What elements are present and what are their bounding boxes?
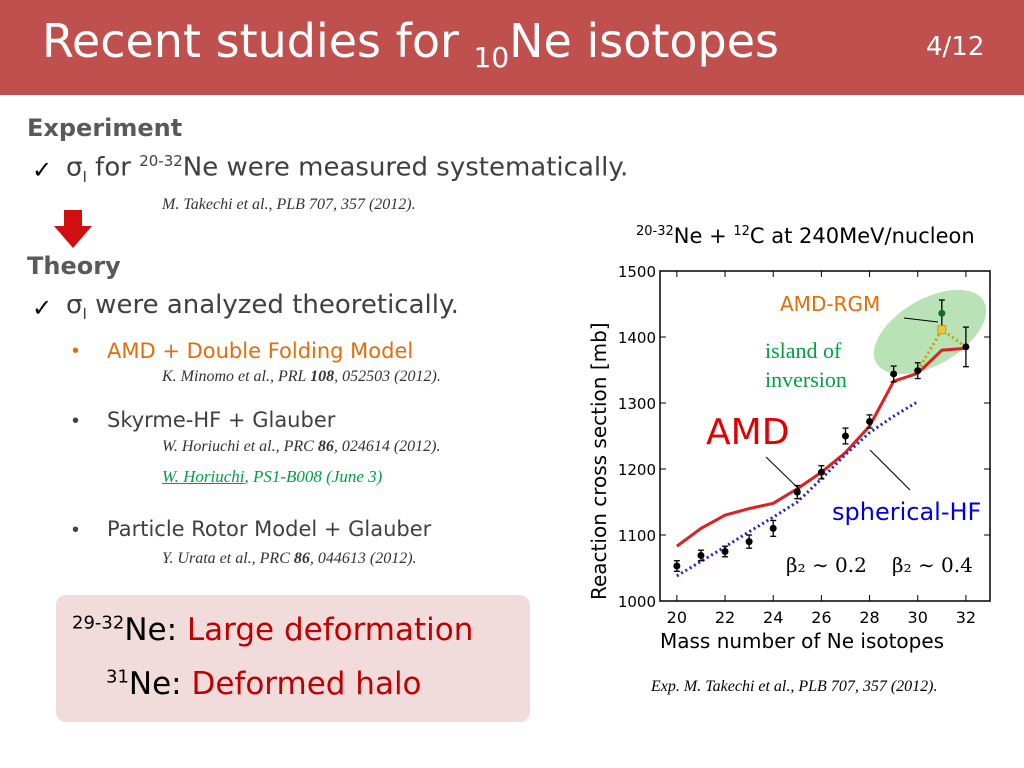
data-point bbox=[841, 432, 849, 440]
chart-title: 20-32Ne + 12C at 240MeV/nucleon bbox=[636, 224, 975, 248]
x-tick-label: 32 bbox=[956, 608, 976, 627]
amd-rgm-series-line bbox=[916, 327, 967, 372]
data-point bbox=[673, 562, 681, 570]
slide-title: Recent studies for 10Ne isotopes bbox=[42, 14, 780, 75]
x-axis-label: Mass number of Ne isotopes bbox=[660, 629, 944, 653]
poster-author-link[interactable]: W. Horiuchi bbox=[162, 467, 245, 486]
amd-pointer bbox=[765, 456, 801, 491]
data-point bbox=[914, 367, 922, 375]
spherical-hf-series-line bbox=[676, 400, 919, 578]
amd-rgm-marker bbox=[937, 325, 947, 335]
annotation-spherical-hf: spherical-HF bbox=[832, 498, 981, 526]
y-tick-label: 1200 bbox=[618, 461, 656, 479]
theory-ref-rotor: Y. Urata et al., PRC 86, 044613 (2012). bbox=[162, 550, 417, 567]
poster-reference: W. Horiuchi, PS1-B008 (June 3) bbox=[162, 467, 383, 486]
theory-item-rotor: Particle Rotor Model + Glauber bbox=[107, 517, 432, 541]
bullet-icon: • bbox=[72, 410, 80, 432]
data-point bbox=[721, 548, 729, 555]
data-point bbox=[769, 524, 777, 532]
chart-caption: Exp. M. Takechi et al., PLB 707, 357 (20… bbox=[651, 678, 938, 695]
annotation-beta-0-2: β₂ ∼ 0.2 bbox=[786, 553, 867, 577]
experiment-reference: M. Takechi et al., PLB 707, 357 (2012). bbox=[162, 196, 416, 213]
data-point bbox=[866, 417, 874, 425]
summary-box bbox=[56, 595, 530, 722]
theory-ref-skyrme: W. Horiuchi et al., PRC 86, 024614 (2012… bbox=[162, 438, 441, 455]
data-point bbox=[962, 343, 970, 351]
x-tick-label: 26 bbox=[811, 608, 831, 627]
theory-item-skyrme: Skyrme-HF + Glauber bbox=[107, 408, 336, 432]
summary-line-2: 31Ne: Deformed halo bbox=[106, 666, 422, 702]
y-tick-label: 1500 bbox=[618, 263, 656, 281]
x-tick-label: 22 bbox=[715, 608, 735, 627]
theory-item-amd: AMD + Double Folding Model bbox=[107, 339, 414, 363]
annotation-island-2: inversion bbox=[765, 367, 847, 392]
data-point bbox=[793, 488, 801, 496]
bullet-icon: • bbox=[72, 519, 80, 541]
x-tick-label: 30 bbox=[908, 608, 928, 627]
data-point bbox=[817, 468, 825, 476]
data-point bbox=[745, 538, 753, 546]
theory-heading: Theory bbox=[27, 252, 121, 280]
y-tick-label: 1300 bbox=[618, 395, 656, 413]
theory-statement: σI were analyzed theoretically. bbox=[66, 290, 459, 324]
check-icon: ✓ bbox=[32, 156, 53, 184]
bullet-icon: • bbox=[72, 340, 80, 362]
y-tick-label: 1400 bbox=[618, 329, 656, 347]
theory-ref-amd: K. Minomo et al., PRL 108, 052503 (2012)… bbox=[162, 368, 441, 385]
data-point bbox=[890, 370, 898, 378]
island-of-inversion-highlight bbox=[873, 289, 987, 375]
x-tick-label: 24 bbox=[763, 608, 783, 627]
experiment-statement: σI for 20-32Ne were measured systematica… bbox=[66, 152, 629, 186]
x-tick-label: 20 bbox=[667, 608, 687, 627]
data-point bbox=[938, 309, 946, 317]
annotation-island-1: island of bbox=[765, 338, 842, 363]
annotation-beta-0-4: β₂ ∼ 0.4 bbox=[892, 553, 973, 577]
summary-line-1: 29-32Ne: Large deformation bbox=[72, 612, 474, 648]
plot-frame bbox=[659, 270, 991, 602]
annotation-amd-rgm: AMD-RGM bbox=[780, 292, 880, 316]
y-tick-label: 1000 bbox=[618, 593, 656, 611]
data-point bbox=[697, 551, 705, 559]
page-number: 4/12 bbox=[926, 32, 985, 62]
sphf-pointer bbox=[869, 449, 911, 491]
check-icon: ✓ bbox=[32, 294, 53, 322]
amd-rgm-pointer bbox=[903, 317, 939, 323]
experiment-heading: Experiment bbox=[27, 114, 183, 142]
y-axis-label: Reaction cross section [mb] bbox=[587, 322, 611, 600]
title-bar bbox=[0, 0, 1024, 95]
down-arrow-icon bbox=[54, 210, 92, 248]
annotation-amd: AMD bbox=[706, 412, 789, 453]
x-tick-label: 28 bbox=[859, 608, 879, 627]
y-tick-label: 1100 bbox=[618, 527, 656, 545]
